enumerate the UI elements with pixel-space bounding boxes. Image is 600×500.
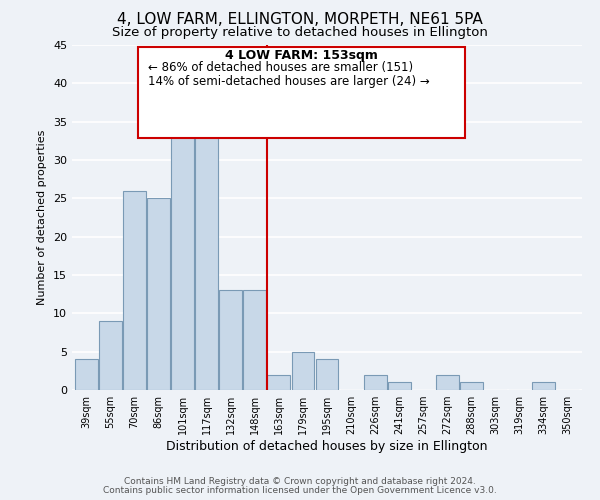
- Y-axis label: Number of detached properties: Number of detached properties: [37, 130, 47, 305]
- Text: ← 86% of detached houses are smaller (151): ← 86% of detached houses are smaller (15…: [149, 60, 413, 74]
- Bar: [532, 382, 555, 390]
- X-axis label: Distribution of detached houses by size in Ellington: Distribution of detached houses by size …: [166, 440, 488, 453]
- Bar: [292, 352, 314, 390]
- Bar: [316, 360, 338, 390]
- Text: Contains HM Land Registry data © Crown copyright and database right 2024.: Contains HM Land Registry data © Crown c…: [124, 477, 476, 486]
- Bar: [123, 190, 146, 390]
- Text: 14% of semi-detached houses are larger (24) →: 14% of semi-detached houses are larger (…: [149, 76, 430, 88]
- Text: 4 LOW FARM: 153sqm: 4 LOW FARM: 153sqm: [225, 49, 378, 62]
- Bar: [244, 290, 266, 390]
- Bar: [147, 198, 170, 390]
- Text: Contains public sector information licensed under the Open Government Licence v3: Contains public sector information licen…: [103, 486, 497, 495]
- Bar: [388, 382, 410, 390]
- Bar: [220, 290, 242, 390]
- Bar: [460, 382, 483, 390]
- Text: 4, LOW FARM, ELLINGTON, MORPETH, NE61 5PA: 4, LOW FARM, ELLINGTON, MORPETH, NE61 5P…: [117, 12, 483, 28]
- FancyBboxPatch shape: [139, 46, 465, 138]
- Bar: [99, 321, 122, 390]
- Bar: [268, 374, 290, 390]
- Bar: [75, 360, 98, 390]
- Bar: [364, 374, 386, 390]
- Bar: [195, 122, 218, 390]
- Bar: [171, 130, 194, 390]
- Bar: [436, 374, 459, 390]
- Text: Size of property relative to detached houses in Ellington: Size of property relative to detached ho…: [112, 26, 488, 39]
